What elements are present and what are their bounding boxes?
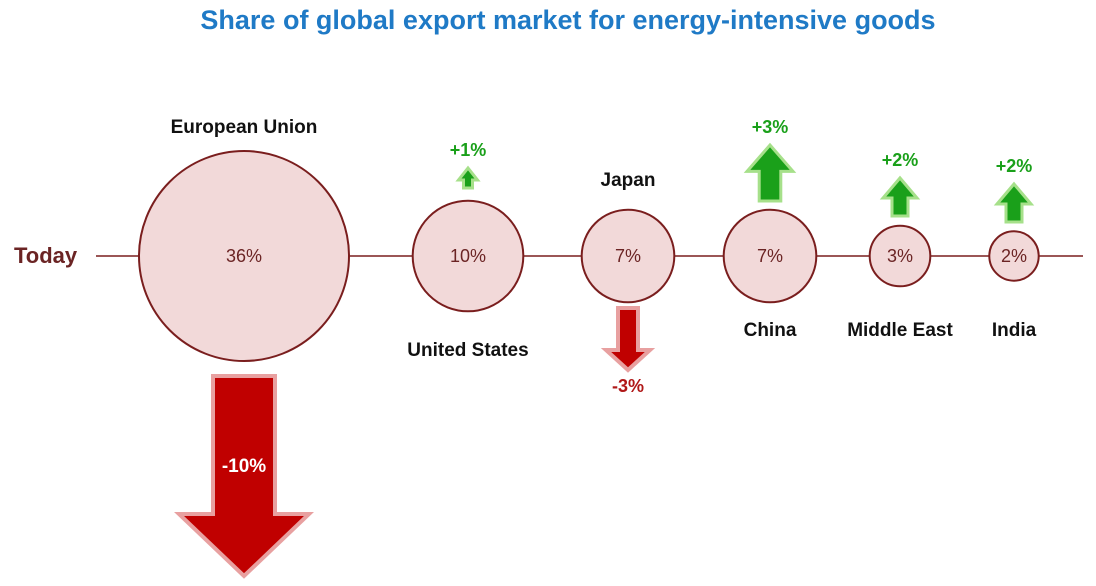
change-label-china: +3% <box>752 117 789 137</box>
region-label-japan: Japan <box>601 170 656 191</box>
value-label-european-union: 36% <box>226 246 262 266</box>
bubble-united-states <box>411 199 525 313</box>
value-label-japan: 7% <box>615 246 641 266</box>
value-label-middle-east: 3% <box>887 246 913 266</box>
change-label-united-states: +1% <box>450 140 487 160</box>
bubble-china <box>722 208 818 304</box>
change-label-middle-east: +2% <box>882 150 919 170</box>
value-label-india: 2% <box>1001 246 1027 266</box>
change-arrow-european-union <box>174 374 314 579</box>
change-arrow-japan <box>600 306 656 373</box>
region-label-india: India <box>992 320 1037 341</box>
bubble-india <box>988 230 1040 282</box>
chart-marks: 36% European Union -10% 10% United States +1%… <box>138 117 1040 579</box>
change-label-european-union: -10% <box>222 456 266 477</box>
bubble-middle-east <box>868 224 932 288</box>
region-label-china: China <box>744 320 797 341</box>
value-label-united-states: 10% <box>450 246 486 266</box>
change-arrow-united-states <box>455 165 481 190</box>
region-label-united-states: United States <box>407 340 528 361</box>
change-arrow-india <box>993 181 1035 224</box>
change-arrow-china <box>743 142 797 203</box>
change-label-india: +2% <box>996 156 1033 176</box>
value-label-china: 7% <box>757 246 783 266</box>
today-label: Today <box>14 243 78 268</box>
chart-title: Share of global export market for energy… <box>200 5 935 35</box>
change-label-japan: -3% <box>612 376 644 396</box>
region-label-middle-east: Middle East <box>847 320 953 341</box>
bubble-european-union <box>138 150 350 362</box>
change-arrow-middle-east <box>879 175 921 218</box>
bubble-japan <box>580 208 676 304</box>
region-label-european-union: European Union <box>171 117 318 138</box>
